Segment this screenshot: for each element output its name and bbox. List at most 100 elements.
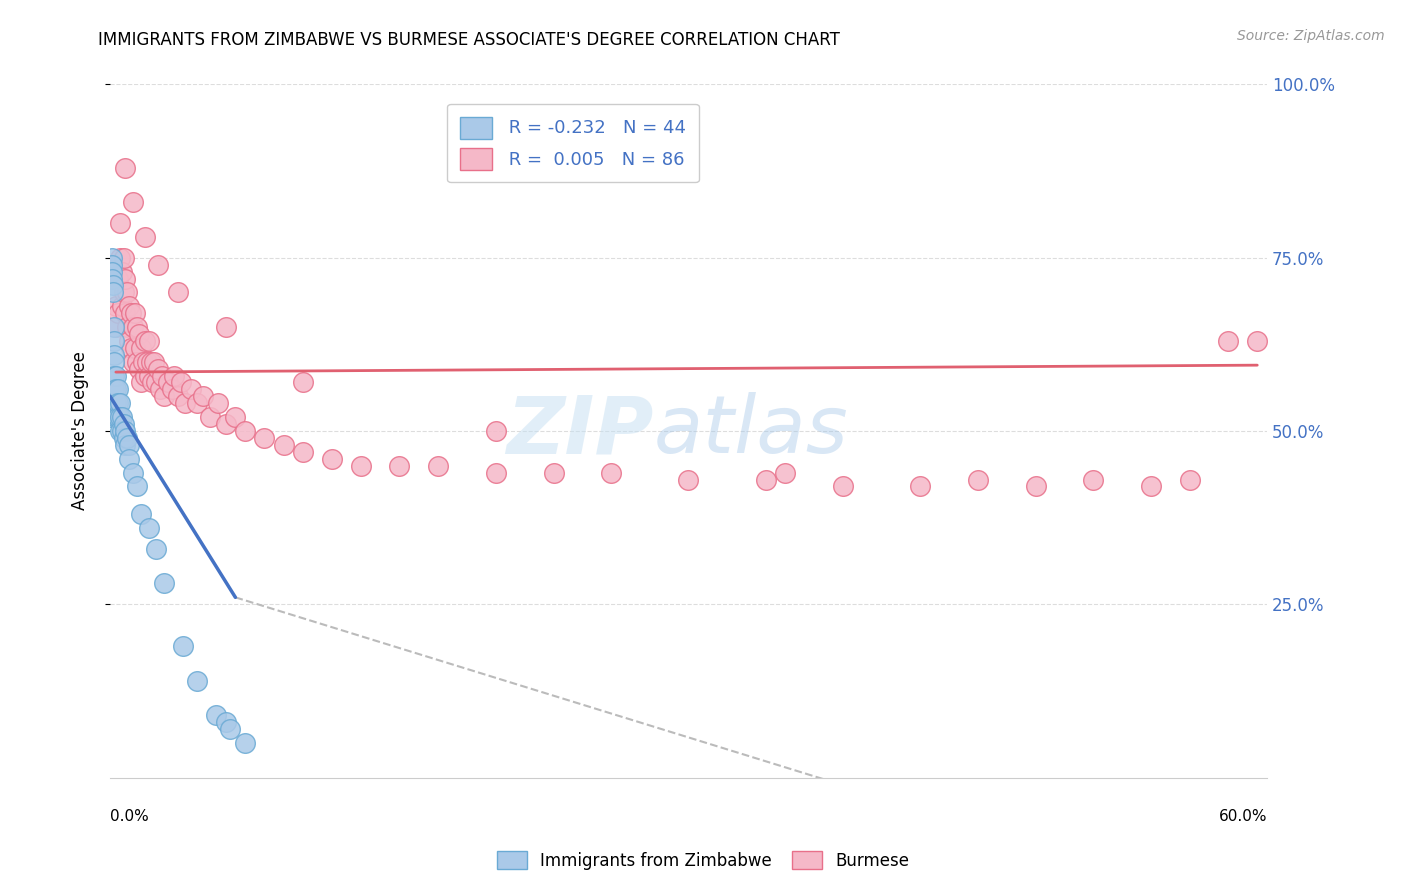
Point bbox=[186, 673, 208, 688]
Point bbox=[141, 376, 163, 390]
Point bbox=[122, 320, 145, 334]
Point bbox=[191, 389, 214, 403]
Point bbox=[114, 271, 136, 285]
Point bbox=[1083, 473, 1105, 487]
Point bbox=[100, 410, 122, 425]
Point bbox=[291, 376, 314, 390]
Point bbox=[103, 348, 125, 362]
Point bbox=[104, 383, 127, 397]
Point bbox=[215, 320, 238, 334]
Point bbox=[138, 368, 160, 383]
Point bbox=[118, 438, 141, 452]
Point bbox=[132, 354, 155, 368]
Point bbox=[111, 410, 134, 425]
Point bbox=[124, 306, 146, 320]
Point bbox=[112, 417, 135, 431]
Point bbox=[124, 341, 146, 355]
Point bbox=[678, 473, 700, 487]
Point bbox=[207, 396, 229, 410]
Point bbox=[103, 354, 125, 368]
Point bbox=[118, 299, 141, 313]
Point bbox=[134, 368, 156, 383]
Point bbox=[125, 320, 148, 334]
Point bbox=[156, 376, 179, 390]
Point bbox=[831, 479, 853, 493]
Point bbox=[114, 424, 136, 438]
Point bbox=[107, 383, 129, 397]
Point bbox=[233, 736, 256, 750]
Point bbox=[104, 368, 127, 383]
Point bbox=[139, 354, 162, 368]
Text: 60.0%: 60.0% bbox=[1219, 809, 1267, 824]
Legend: Immigrants from Zimbabwe, Burmese: Immigrants from Zimbabwe, Burmese bbox=[491, 845, 915, 877]
Point bbox=[107, 271, 129, 285]
Text: Source: ZipAtlas.com: Source: ZipAtlas.com bbox=[1237, 29, 1385, 43]
Point bbox=[107, 396, 129, 410]
Point bbox=[120, 306, 142, 320]
Point bbox=[103, 383, 125, 397]
Point bbox=[134, 230, 156, 244]
Point bbox=[186, 396, 208, 410]
Point bbox=[388, 458, 411, 473]
Point bbox=[112, 431, 135, 445]
Point bbox=[129, 341, 152, 355]
Point bbox=[101, 278, 124, 293]
Point bbox=[153, 576, 176, 591]
Point bbox=[134, 334, 156, 348]
Text: IMMIGRANTS FROM ZIMBABWE VS BURMESE ASSOCIATE'S DEGREE CORRELATION CHART: IMMIGRANTS FROM ZIMBABWE VS BURMESE ASSO… bbox=[98, 31, 841, 49]
Point bbox=[321, 451, 343, 466]
Point bbox=[253, 431, 276, 445]
Point bbox=[153, 389, 176, 403]
Point bbox=[108, 251, 131, 265]
Point bbox=[104, 396, 127, 410]
Text: atlas: atlas bbox=[654, 392, 849, 470]
Point bbox=[145, 541, 167, 556]
Point bbox=[148, 361, 170, 376]
Point bbox=[122, 466, 145, 480]
Point bbox=[118, 334, 141, 348]
Point bbox=[145, 376, 167, 390]
Point bbox=[172, 639, 194, 653]
Point bbox=[120, 341, 142, 355]
Point bbox=[112, 285, 135, 300]
Point bbox=[163, 368, 186, 383]
Point bbox=[600, 466, 623, 480]
Point bbox=[129, 376, 152, 390]
Point bbox=[543, 466, 565, 480]
Point bbox=[215, 417, 238, 431]
Point bbox=[170, 376, 193, 390]
Point bbox=[122, 195, 145, 210]
Point bbox=[350, 458, 373, 473]
Point bbox=[117, 431, 139, 445]
Point bbox=[118, 451, 141, 466]
Point bbox=[180, 383, 202, 397]
Point bbox=[138, 521, 160, 535]
Point bbox=[150, 368, 173, 383]
Point bbox=[108, 410, 131, 425]
Point bbox=[122, 354, 145, 368]
Point bbox=[101, 271, 124, 285]
Point bbox=[128, 361, 150, 376]
Point bbox=[104, 299, 127, 313]
Point bbox=[143, 354, 166, 368]
Point bbox=[485, 424, 508, 438]
Point bbox=[111, 424, 134, 438]
Point bbox=[108, 424, 131, 438]
Point bbox=[205, 708, 228, 723]
Point bbox=[218, 722, 240, 736]
Point bbox=[291, 445, 314, 459]
Point bbox=[273, 438, 295, 452]
Point bbox=[114, 438, 136, 452]
Point bbox=[114, 161, 136, 175]
Point bbox=[160, 383, 183, 397]
Point bbox=[108, 216, 131, 230]
Point bbox=[107, 306, 129, 320]
Point bbox=[166, 285, 188, 300]
Text: 0.0%: 0.0% bbox=[110, 809, 149, 824]
Y-axis label: Associate's Degree: Associate's Degree bbox=[72, 351, 89, 510]
Point bbox=[215, 715, 238, 730]
Point bbox=[107, 410, 129, 425]
Point bbox=[1140, 479, 1163, 493]
Point bbox=[966, 473, 988, 487]
Point bbox=[111, 264, 134, 278]
